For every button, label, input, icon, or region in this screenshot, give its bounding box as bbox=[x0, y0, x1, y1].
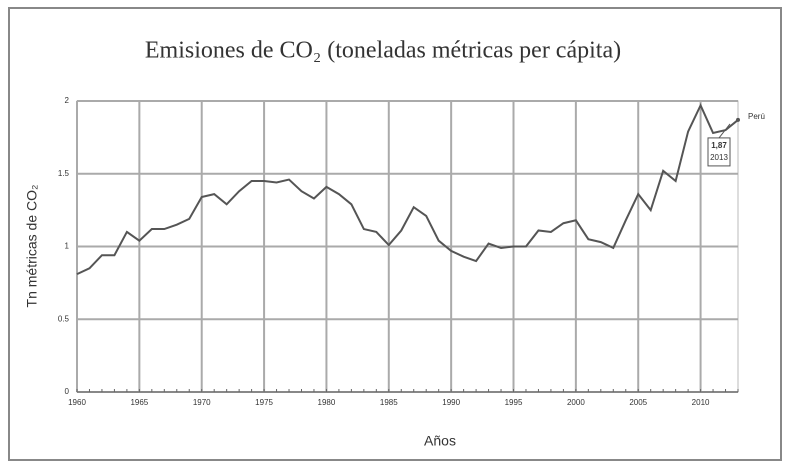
x-tick-label: 1970 bbox=[193, 398, 211, 407]
x-tick-label: 1990 bbox=[442, 398, 460, 407]
x-tick-label: 1995 bbox=[505, 398, 523, 407]
end-marker bbox=[736, 117, 740, 122]
annotation-value: 1,87 bbox=[711, 141, 727, 150]
legend-label: Perú bbox=[748, 112, 765, 121]
y-axis-label: Tn métricas de CO₂ bbox=[24, 185, 40, 308]
x-tick-label: 2005 bbox=[629, 398, 647, 407]
y-tick-label: 0 bbox=[65, 387, 70, 396]
annotation-year: 2013 bbox=[710, 153, 728, 162]
chart-title: Emisiones de CO₂ (toneladas métricas per… bbox=[145, 38, 621, 64]
frame bbox=[8, 7, 782, 461]
x-tick-label: 1965 bbox=[130, 398, 148, 407]
y-tick-label: 2 bbox=[65, 96, 70, 105]
y-tick-label: 1 bbox=[65, 242, 70, 251]
x-axis-label: Años bbox=[424, 433, 456, 449]
x-tick-label: 2000 bbox=[567, 398, 585, 407]
data-line bbox=[76, 102, 739, 276]
y-tick-label: 1.5 bbox=[58, 169, 70, 178]
y-tick-label: 0.5 bbox=[58, 314, 70, 323]
annotation-pointer bbox=[718, 123, 731, 139]
x-tick-label: 1980 bbox=[318, 398, 336, 407]
x-tick-label: 1960 bbox=[68, 398, 86, 407]
x-tick-label: 1975 bbox=[255, 398, 273, 407]
x-tick-label: 1985 bbox=[380, 398, 398, 407]
x-tick-label: 2010 bbox=[692, 398, 710, 407]
